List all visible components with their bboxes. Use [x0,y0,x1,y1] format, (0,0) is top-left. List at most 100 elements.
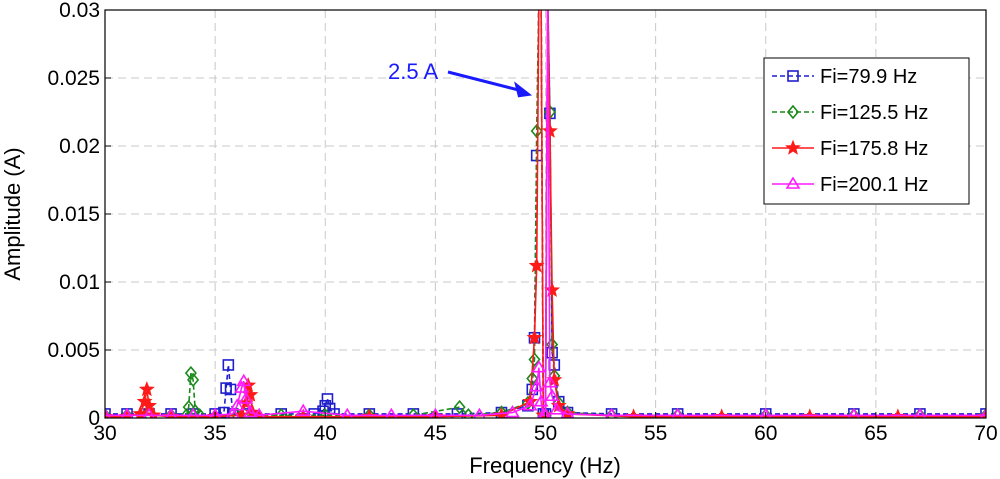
x-tick-label: 60 [754,422,777,445]
x-tick-label: 65 [864,422,887,445]
series-point [142,407,156,418]
series-point [224,383,237,396]
series-point [546,346,558,359]
series-point [138,381,155,397]
peak-annotation: 2.5 A [388,59,533,98]
series-point [242,405,258,418]
legend-marker [785,176,801,189]
series-point [549,402,564,415]
series-point [541,122,558,138]
legend-item: Fi=200.1 Hz [772,174,928,196]
series-point [164,407,178,418]
series-point [528,257,545,273]
series-point [208,407,222,418]
series-point [522,398,538,411]
y-tick-label: 0.02 [59,135,100,158]
series-point [407,408,420,418]
series-point [363,408,376,418]
series-point [537,407,550,418]
series-point [462,408,475,418]
series-point [605,408,618,418]
series-point [473,407,486,418]
series-point [544,388,560,402]
legend-marker [786,104,800,120]
series-point [184,365,197,381]
series-point [979,407,986,418]
series-point [120,407,134,418]
series-point [385,407,398,418]
series-point [528,352,541,367]
series-point [105,407,112,418]
legend-marker [785,139,801,155]
series-point [451,408,464,418]
x-tick-label: 70 [974,422,997,445]
series-point [847,408,860,418]
series-point [341,407,354,418]
y-axis-label: Amplitude (A) [0,147,25,280]
series-point [120,408,134,418]
series-point [759,407,772,418]
x-tick-label: 35 [203,422,226,445]
series-point [539,407,552,418]
series-point [234,380,249,393]
legend-box [763,57,970,205]
series-point [238,391,254,404]
legend-item: Fi=175.8 Hz [772,138,928,160]
legend-label: Fi=125.5 Hz [820,102,928,124]
series-point [913,408,926,418]
series-point [495,405,508,418]
y-tick-label: 0.03 [59,0,100,22]
series-point [531,360,547,373]
x-tick-label: 50 [534,422,557,445]
axis-ticks: 30 35 40 45 50 55 60 65 70 0 0.005 0.01 0.015 0.02 0.0… [47,0,997,445]
x-tick-label: 45 [424,422,447,445]
legend: Fi=79.9 Hz Fi=125.5 Hz Fi=175.8 Hz Fi=200.1… [763,57,970,205]
annotation-arrowhead [514,81,533,98]
legend-label: Fi=175.8 Hz [820,138,928,160]
series-point [526,371,539,386]
series-point [529,379,545,392]
y-tick-label: 0 [88,407,100,430]
series-point [222,359,235,371]
series-point [236,373,252,387]
legend-item: Fi=125.5 Hz [772,102,928,124]
series-point [542,375,558,388]
x-axis-label: Frequency (Hz) [469,453,621,478]
series-point [533,394,549,407]
series-point [453,399,466,415]
series-point [759,408,772,418]
series-point [105,408,112,418]
legend-marker [787,70,799,82]
y-tick-label: 0.025 [47,67,100,90]
y-tick-label: 0.015 [47,203,100,226]
series-point [530,123,543,139]
x-tick-label: 40 [314,422,337,445]
annotation-arrow-shaft [447,70,525,93]
series-point [295,403,311,417]
series-point [186,407,200,418]
series-point [165,408,178,418]
series-point [187,372,200,388]
series-point [429,407,442,418]
y-tick-label: 0.005 [47,339,100,362]
series-point [671,408,684,418]
legend-item: Fi=79.9 Hz [772,66,917,88]
series-point [546,337,559,352]
x-tick-label: 55 [644,422,667,445]
series-point [605,407,618,418]
series-point [979,408,986,418]
series-point [913,407,927,418]
series-point [671,407,684,418]
series-4 [105,10,986,418]
y-tick-label: 0.01 [59,271,100,294]
series-point [182,399,195,415]
annotation-text: 2.5 A [388,59,438,84]
series-point [526,329,543,345]
legend-label: Fi=200.1 Hz [820,174,928,196]
series-point [253,407,266,418]
series-point [847,407,861,418]
x-tick-label: 30 [93,422,116,445]
legend-label: Fi=79.9 Hz [820,66,917,88]
series-point [505,405,520,418]
